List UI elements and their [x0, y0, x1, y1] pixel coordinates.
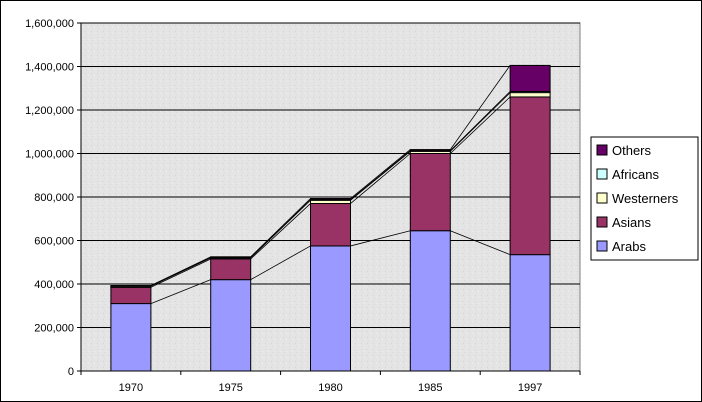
series-line-africans: [450, 91, 511, 151]
x-tick-label: 1980: [318, 382, 342, 394]
series-line-asians: [250, 203, 311, 260]
series-line-arabs: [150, 279, 211, 304]
series-line-asians: [350, 153, 411, 204]
y-tick-label: 1,200,000: [25, 105, 74, 117]
x-tick-label: 1997: [518, 382, 542, 394]
series-line-others: [150, 256, 211, 286]
y-tick-label: 600,000: [34, 236, 74, 248]
series-line-westerners: [450, 92, 511, 152]
series-lines: [150, 65, 511, 304]
y-tick-label: 1,600,000: [25, 18, 74, 30]
legend-swatch-westerners: [596, 192, 608, 204]
bar-segment-others-1975: [210, 256, 252, 258]
series-line-africans: [150, 257, 211, 287]
bars: [110, 64, 551, 372]
series-line-westerners: [350, 151, 411, 201]
legend: Others Africans Westerners Asians Arabs: [590, 136, 699, 261]
legend-label-asians: Asians: [612, 215, 652, 230]
legend-swatch-asians: [596, 216, 608, 228]
series-line-arabs: [350, 230, 411, 247]
y-tick-label: 800,000: [34, 192, 74, 204]
legend-box: [590, 136, 699, 261]
legend-label-arabs: Arabs: [612, 239, 646, 254]
bar-segment-asians-1997: [509, 96, 551, 256]
y-tick-label: 1,400,000: [25, 62, 74, 74]
y-tick-label: 200,000: [34, 323, 74, 335]
y-tick-label: 0: [68, 366, 74, 378]
bar-segment-asians-1980: [310, 203, 351, 247]
bar-segment-arabs-1997: [509, 254, 551, 372]
series-line-arabs: [250, 245, 311, 280]
series-line-africans: [350, 150, 411, 200]
series-line-others: [449, 65, 511, 150]
bar-segment-others-1997: [509, 64, 551, 93]
bar-segment-others-1980: [310, 198, 351, 201]
y-tick-label: 1,000,000: [25, 149, 74, 161]
series-line-arabs: [450, 230, 511, 256]
series-line-others: [250, 198, 311, 258]
x-tick-label: 1985: [418, 382, 442, 394]
legend-swatch-others: [596, 144, 608, 156]
legend-swatch-arabs: [596, 240, 608, 252]
bar-segment-asians-1985: [409, 153, 451, 232]
bar-segment-asians-1975: [210, 258, 252, 281]
legend-swatch-africans: [596, 168, 608, 180]
bar-segment-westerners-1997: [509, 92, 551, 98]
x-tick-label: 1975: [218, 382, 242, 394]
bar-segment-others-1985: [409, 149, 451, 152]
series-line-others: [350, 149, 411, 199]
series-line-asians: [150, 258, 211, 288]
legend-label-westerners: Westerners: [612, 191, 679, 206]
bar-segment-arabs-1980: [310, 245, 351, 372]
y-tick-label: 400,000: [34, 279, 74, 291]
bar-segment-arabs-1975: [210, 279, 252, 372]
series-line-asians: [450, 96, 511, 154]
bar-segment-asians-1970: [110, 286, 152, 305]
bar-segment-arabs-1970: [110, 303, 152, 372]
series-line-africans: [250, 199, 311, 258]
bar-segment-arabs-1985: [409, 230, 451, 372]
legend-label-others: Others: [612, 143, 652, 158]
legend-label-africans: Africans: [612, 167, 659, 182]
axes: 0 200,000 400,000 600,000 800,000 1,000,000 1,…: [25, 18, 581, 394]
x-tick-label: 1970: [119, 382, 143, 394]
